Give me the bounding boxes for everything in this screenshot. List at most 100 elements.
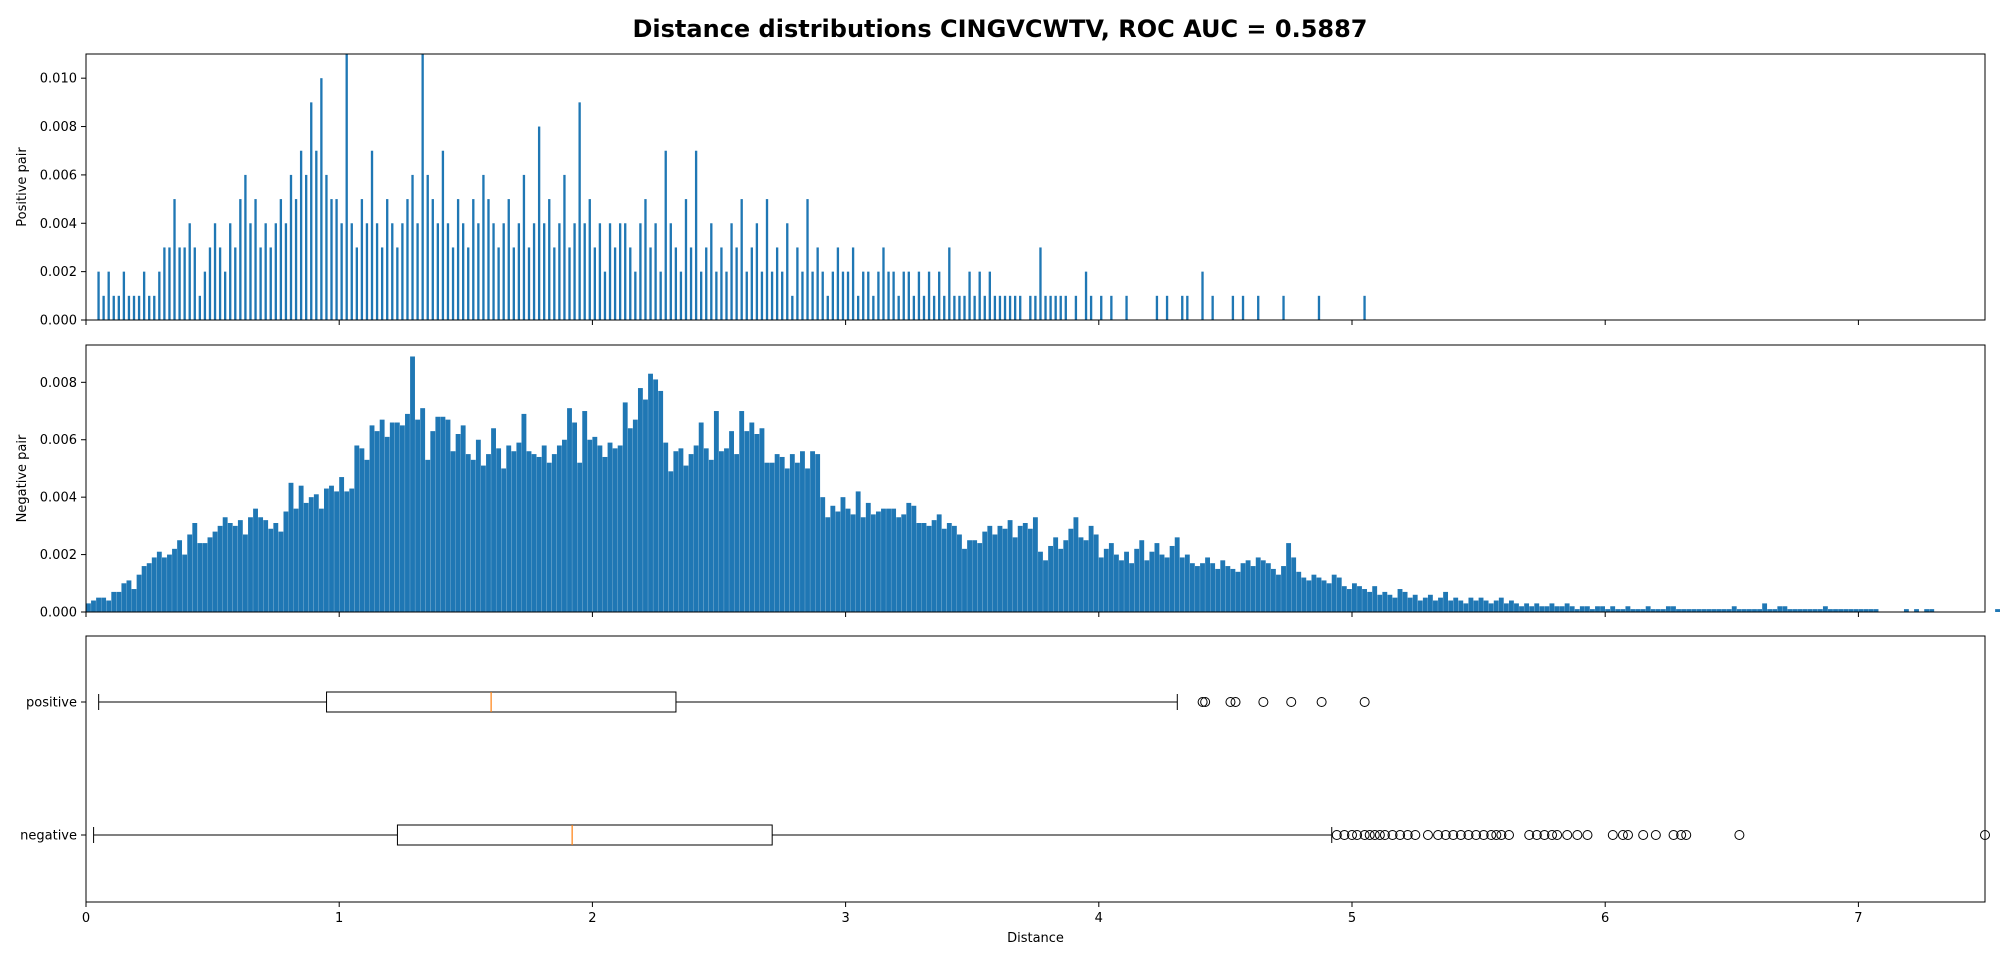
- y-tick-label: 0.010: [40, 72, 77, 87]
- p1-bar: [158, 271, 161, 320]
- p2-bar: [384, 436, 390, 612]
- outlier-point: [1402, 830, 1413, 840]
- outlier-point: [1562, 830, 1573, 840]
- p1-bar: [477, 223, 480, 320]
- p2-bar: [587, 439, 593, 612]
- p1-bar: [467, 247, 470, 320]
- p1-bar: [487, 199, 490, 320]
- y-tick-label: negative: [20, 829, 77, 844]
- p1-bar: [148, 295, 151, 320]
- p2-bar: [455, 434, 461, 612]
- p2-bar: [1265, 563, 1271, 612]
- p2-bar: [1508, 600, 1514, 612]
- p2-bar: [820, 497, 826, 612]
- p2-bar: [582, 411, 588, 612]
- p1-bar: [1211, 295, 1214, 320]
- x-tick-label: 3: [841, 911, 849, 926]
- p1-bar: [679, 271, 683, 320]
- p2-bar: [1311, 574, 1317, 612]
- p1-bar: [953, 295, 956, 320]
- p2-bar: [486, 454, 491, 612]
- p2-bar: [1002, 528, 1008, 612]
- y-tick-label: 0.006: [40, 168, 77, 183]
- p2-bar: [480, 465, 486, 612]
- p1-bar: [289, 174, 293, 320]
- outlier-point: [1374, 830, 1385, 840]
- p2-bar: [1615, 609, 1621, 612]
- outlier-point: [1197, 697, 1208, 707]
- p2-bar: [1691, 609, 1697, 612]
- p1-bar: [770, 271, 774, 320]
- p1-bar: [755, 223, 759, 320]
- p2-bar: [313, 494, 319, 612]
- p1-bar: [1363, 295, 1366, 320]
- p2-bar: [1078, 537, 1084, 612]
- p2-bar: [1210, 563, 1216, 612]
- p1-bar: [264, 223, 267, 320]
- p2-bar: [683, 465, 689, 612]
- p1-bar: [877, 271, 880, 320]
- p1-bar: [244, 174, 247, 320]
- p2-bar: [815, 454, 821, 612]
- p1-bar: [608, 223, 612, 320]
- y-tick-label: positive: [26, 696, 77, 711]
- p2-bar: [810, 451, 816, 612]
- p1-bar: [122, 271, 126, 320]
- p1-bar: [1049, 295, 1052, 320]
- p2-bar: [1473, 600, 1479, 612]
- p2-bar: [1519, 606, 1524, 612]
- p2-bar: [111, 591, 117, 612]
- p1-bar: [583, 223, 586, 320]
- p2-bar: [1590, 609, 1595, 612]
- p2-bar: [410, 356, 415, 612]
- p2-bar: [825, 517, 831, 612]
- p2-bar: [1752, 609, 1757, 612]
- p2-bar: [161, 557, 167, 612]
- p2-bar: [1579, 606, 1585, 612]
- p2-bar: [1797, 609, 1803, 612]
- p2-bar: [612, 448, 618, 612]
- p1-bar: [1059, 295, 1062, 320]
- p1-bar: [472, 199, 475, 320]
- p2-bar: [688, 454, 694, 612]
- p2-bar: [987, 525, 993, 612]
- p2-bar: [1706, 609, 1712, 612]
- p2-bar: [232, 525, 238, 612]
- p2-bar: [1276, 574, 1281, 612]
- p2-bar: [774, 454, 780, 612]
- p2-bar: [1007, 520, 1013, 612]
- p2-bar: [1281, 566, 1286, 612]
- outlier-point: [1433, 830, 1444, 840]
- p2-bar: [1331, 574, 1337, 612]
- p2-bar: [496, 448, 502, 612]
- p2-bar: [1767, 609, 1773, 612]
- p1-bar: [502, 223, 505, 320]
- p2-bar: [1498, 597, 1504, 612]
- p2-bar: [1534, 603, 1540, 612]
- p1-bar: [446, 223, 450, 320]
- p2-bar: [202, 543, 208, 612]
- p2-bar: [263, 520, 269, 612]
- p2-bar: [465, 454, 471, 612]
- p1-bar: [142, 271, 146, 320]
- p2-bar: [1296, 571, 1302, 612]
- p1-bar: [1034, 295, 1037, 320]
- p1-bar: [634, 271, 637, 320]
- outlier-point: [1607, 830, 1618, 840]
- p1-bar: [781, 271, 784, 320]
- p1-bar: [350, 223, 353, 320]
- p1-bar: [973, 295, 976, 320]
- p2-bar: [207, 537, 213, 612]
- p2-bar: [1189, 563, 1195, 612]
- p1-bar: [163, 247, 166, 320]
- p2-bar: [197, 543, 203, 612]
- p1-bar: [193, 247, 196, 320]
- p2-bar: [1179, 557, 1185, 612]
- p1-bar: [887, 271, 890, 320]
- outlier-point: [1331, 830, 1342, 840]
- p2-bar: [972, 540, 978, 612]
- p2-bar: [997, 525, 1003, 612]
- p1-bar: [674, 247, 678, 320]
- outlier-point: [1359, 830, 1370, 840]
- p2-bar: [577, 462, 583, 612]
